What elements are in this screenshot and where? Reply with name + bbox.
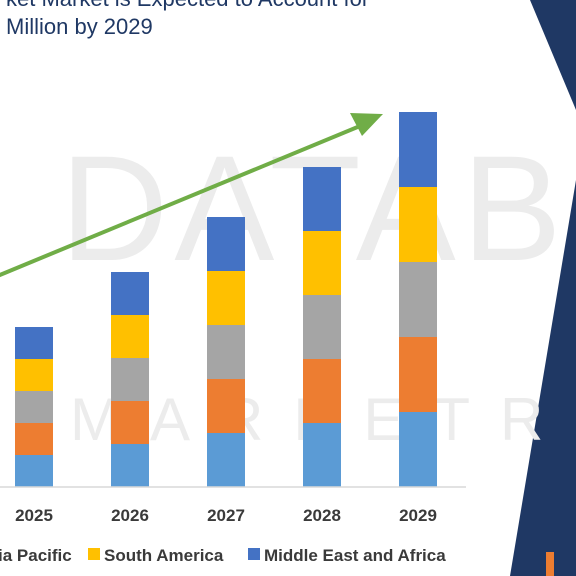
bar-segment	[111, 444, 149, 487]
legend-swatch	[248, 548, 260, 560]
x-tick-label: 2027	[207, 506, 245, 525]
bar-segment	[15, 455, 53, 487]
bar-segment	[399, 112, 437, 187]
background-layer	[510, 0, 576, 576]
x-tick-label: 2028	[303, 506, 341, 525]
bar-segment	[111, 315, 149, 358]
bar-segment	[303, 423, 341, 487]
bar-segment	[399, 187, 437, 262]
bar-segment	[111, 272, 149, 315]
x-tick-labels: 2025 2026 2027 2028 2029	[15, 506, 437, 525]
legend-label: South America	[104, 546, 224, 565]
bar-segment	[303, 295, 341, 359]
bar-segment	[303, 231, 341, 295]
legend-label: Middle East and Africa	[264, 546, 446, 565]
bar-segment	[111, 401, 149, 444]
legend-label: ia Pacific	[0, 546, 72, 565]
bar-segment	[207, 325, 245, 379]
bar-segment	[15, 423, 53, 455]
legend: ia Pacific South America Middle East and A…	[0, 546, 446, 565]
bar-segment	[15, 327, 53, 359]
bar-segment	[111, 358, 149, 401]
navy-side-shape	[510, 180, 576, 576]
bar-segment	[303, 167, 341, 231]
bar-segment	[303, 359, 341, 423]
bar-segment	[399, 337, 437, 412]
legend-swatch	[88, 548, 100, 560]
bar-segment	[399, 262, 437, 337]
x-tick-label: 2025	[15, 506, 53, 525]
bar-segment	[207, 217, 245, 271]
bar-segment	[207, 379, 245, 433]
bars-layer	[15, 112, 437, 487]
chart-title-line-1: ket Market is Expected to Account for	[6, 0, 369, 12]
x-tick-label: 2026	[111, 506, 149, 525]
chart-title-line-2: Million by 2029	[6, 14, 153, 39]
orange-accent	[546, 552, 554, 576]
bar-segment	[15, 391, 53, 423]
bar-segment	[15, 359, 53, 391]
growth-arrow	[0, 113, 383, 278]
bar-segment	[207, 271, 245, 325]
navy-corner-shape	[530, 0, 576, 110]
x-tick-label: 2029	[399, 506, 437, 525]
growth-arrow-head	[350, 113, 383, 136]
growth-arrow-line	[0, 124, 361, 278]
bar-segment	[399, 412, 437, 487]
bar-segment	[207, 433, 245, 487]
